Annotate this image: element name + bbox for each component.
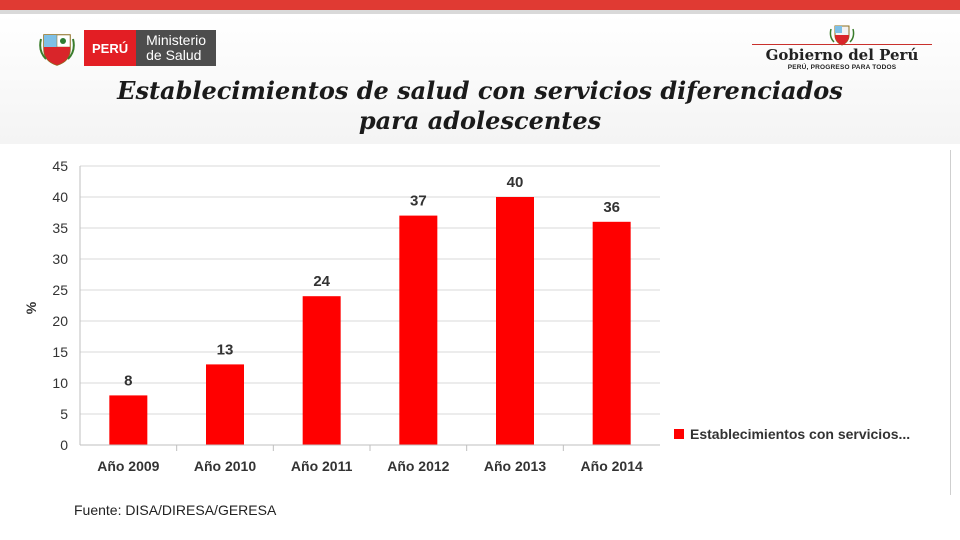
y-tick-label: 45 [52, 158, 68, 174]
data-label: 37 [410, 193, 427, 210]
bar [109, 395, 148, 445]
gobierno-rule [752, 44, 932, 45]
y-tick-label: 0 [60, 437, 68, 453]
chart-legend: Establecimientos con servicios... [674, 426, 910, 442]
x-tick-label: Año 2013 [484, 458, 546, 474]
chart-border [950, 150, 951, 495]
top-accent-bar [0, 0, 960, 10]
x-tick-label: Año 2010 [194, 458, 256, 474]
chart-bars [109, 197, 631, 445]
y-tick-label: 30 [52, 251, 68, 267]
slide-title-line-2: para adolescentes [358, 106, 602, 135]
data-label: 40 [507, 174, 524, 191]
gobierno-tagline: PERÚ, PROGRESO PARA TODOS [787, 64, 897, 71]
x-tick-label: Año 2012 [387, 458, 449, 474]
y-tick-label: 5 [60, 406, 68, 422]
slide-title: Establecimientos de salud con servicios … [40, 76, 920, 136]
minsa-logo: PERÚ Ministerio de Salud [38, 28, 217, 68]
bar [302, 296, 341, 445]
data-labels: 8 13 24 37 40 36 [124, 174, 620, 389]
x-tick-label: Año 2011 [291, 458, 353, 474]
y-axis-label: % [23, 301, 39, 314]
x-tick-label: Año 2009 [97, 458, 159, 474]
ministry-name: Ministerio de Salud [136, 30, 217, 66]
data-label: 36 [603, 199, 620, 216]
data-label: 24 [313, 273, 330, 290]
y-tick-label: 25 [52, 282, 68, 298]
y-tick-label: 35 [52, 220, 68, 236]
slide-title-line-1: Establecimientos de salud con servicios … [117, 76, 843, 105]
source-note: Fuente: DISA/DIRESA/GERESA [74, 502, 277, 518]
bar [206, 364, 244, 445]
chart-gridlines [80, 165, 660, 415]
bar [592, 221, 631, 445]
y-tick-label: 20 [52, 313, 68, 329]
y-tick-label: 15 [52, 344, 68, 360]
chart-axes [79, 166, 660, 446]
peru-label: PERÚ [84, 30, 137, 66]
ministry-line-1: Ministerio [146, 32, 207, 48]
ministry-line-2: de Salud [146, 47, 202, 63]
bar [496, 197, 534, 445]
coat-of-arms-icon [829, 25, 855, 46]
data-label: 8 [124, 372, 132, 389]
gobierno-logo: Gobierno del Perú PERÚ, PROGRESO PARA TO… [752, 24, 932, 72]
legend-label: Establecimientos con servicios... [690, 426, 910, 442]
y-tick-label: 10 [52, 375, 68, 391]
y-axis-ticks: 0 5 10 15 20 25 30 35 40 45 [52, 158, 68, 453]
legend-swatch [674, 429, 684, 439]
coat-of-arms-icon [39, 34, 75, 66]
gobierno-title: Gobierno del Perú [765, 46, 919, 64]
x-axis-ticks: Año 2009 Año 2010 Año 2011 Año 2012 Año 2013… [97, 445, 643, 474]
data-label: 13 [217, 341, 234, 358]
top-accent-line [0, 10, 960, 14]
bar [399, 215, 438, 445]
x-tick-label: Año 2014 [581, 458, 643, 474]
y-tick-label: 40 [52, 189, 68, 205]
